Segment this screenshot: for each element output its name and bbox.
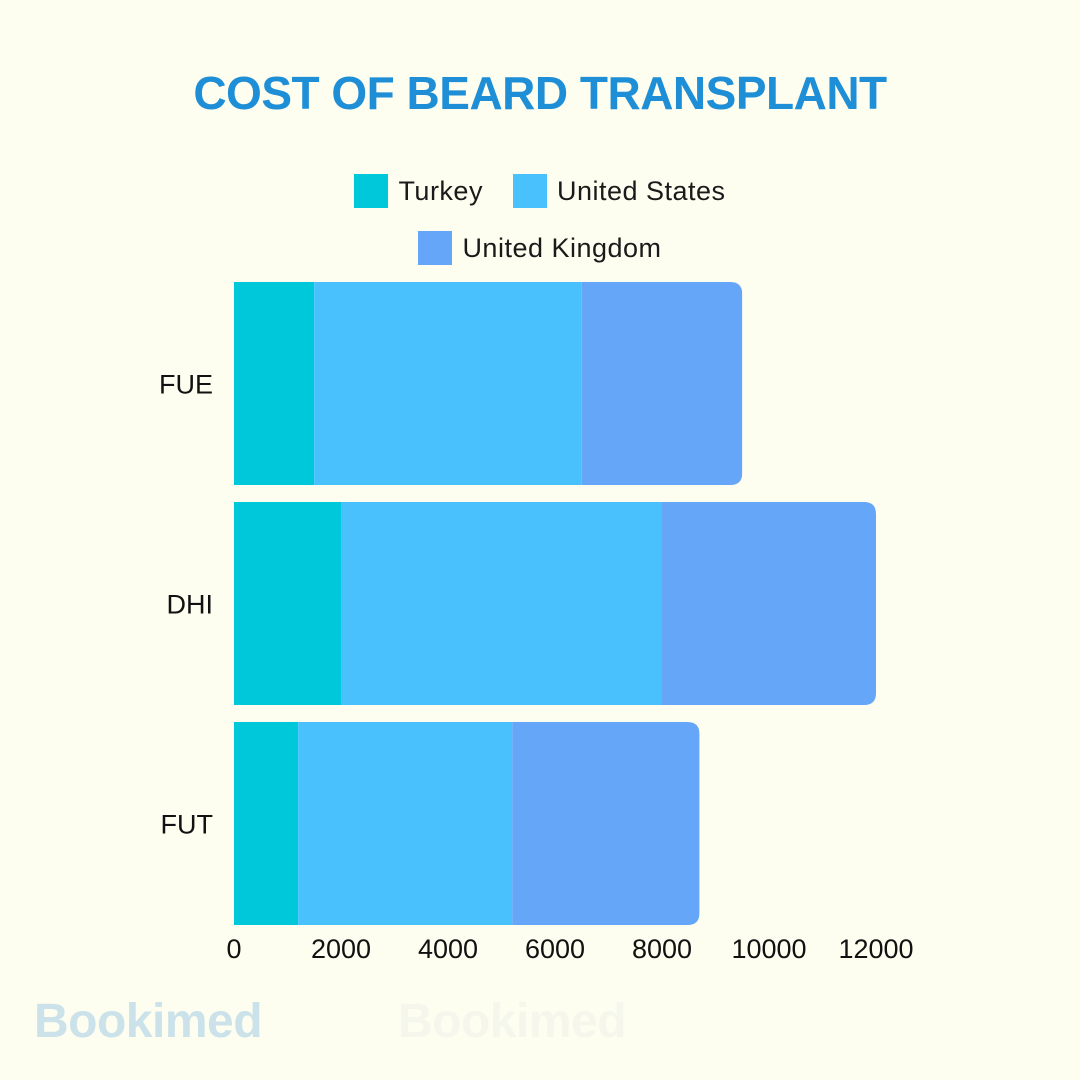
bar-fue-united-states: [314, 282, 582, 485]
x-tick-label-12000: 12000: [838, 934, 913, 964]
legend-item-united-states: United States: [512, 174, 726, 208]
legend-swatch-united-kingdom: [418, 231, 453, 265]
legend-item-turkey: Turkey: [354, 174, 483, 208]
bookimed-watermark-faint: Bookimed: [398, 995, 627, 1048]
bar-group-dhi: [234, 502, 876, 705]
category-label-fut: FUT: [161, 810, 213, 840]
bar-dhi-united-kingdom: [662, 502, 876, 705]
x-tick-label-6000: 6000: [525, 934, 585, 964]
bookimed-watermark: Bookimed: [34, 995, 263, 1048]
bar-fue-united-kingdom: [581, 282, 743, 485]
x-tick-label-4000: 4000: [418, 934, 478, 964]
legend-swatch-turkey: [354, 174, 389, 208]
x-tick-label-0: 0: [226, 934, 241, 964]
x-tick-label-10000: 10000: [731, 934, 806, 964]
legend-row-1: Turkey United States: [0, 174, 1080, 208]
bar-fut-united-kingdom: [512, 722, 700, 925]
legend-swatch-united-states: [512, 174, 547, 208]
legend-row-2: United Kingdom: [0, 231, 1080, 265]
legend-label-united-states: United States: [556, 175, 726, 206]
bar-fut-turkey: [234, 722, 299, 925]
bar-fue-turkey: [234, 282, 315, 485]
chart-title: COST OF BEARD TRANSPLANT: [193, 67, 887, 119]
bar-dhi-turkey: [234, 502, 341, 705]
x-tick-label-2000: 2000: [311, 934, 371, 964]
bar-dhi-united-states: [341, 502, 662, 705]
bar-fut-united-states: [298, 722, 513, 925]
bar-group-fue: [234, 282, 743, 485]
legend-item-united-kingdom: United Kingdom: [418, 231, 661, 265]
category-label-fue: FUE: [159, 370, 213, 400]
x-tick-label-8000: 8000: [632, 934, 692, 964]
legend-label-united-kingdom: United Kingdom: [462, 232, 662, 263]
legend-label-turkey: Turkey: [398, 175, 483, 206]
category-label-dhi: DHI: [167, 590, 214, 620]
bar-group-fut: [234, 722, 700, 925]
